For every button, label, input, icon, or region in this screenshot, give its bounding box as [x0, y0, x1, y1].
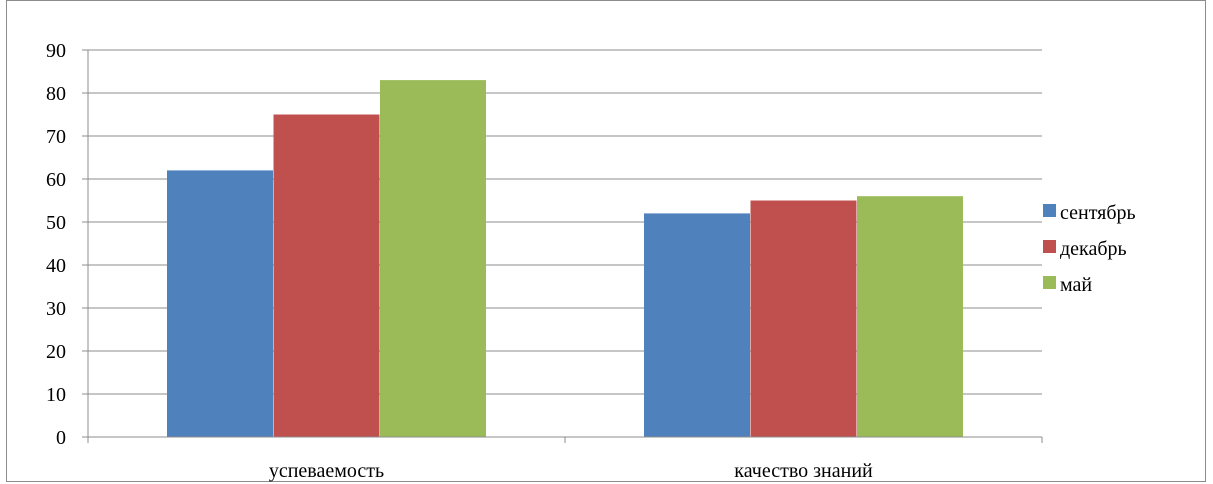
y-tick-label: 20	[46, 341, 66, 363]
bar	[380, 80, 486, 437]
y-tick-label: 90	[46, 40, 66, 62]
bars	[167, 80, 963, 437]
y-tick-label: 10	[46, 384, 66, 406]
legend-label: декабрь	[1060, 238, 1127, 260]
x-category-label: успеваемость	[269, 460, 384, 482]
bar	[750, 200, 857, 437]
bar	[644, 213, 750, 437]
bar	[857, 196, 963, 437]
axes: 0 10 20 30 40 50 60 70 80 90 успеваемость качество …	[46, 40, 1043, 482]
legend-swatch	[1043, 276, 1056, 289]
y-tick-label: 50	[46, 212, 66, 234]
legend-swatch	[1043, 204, 1056, 217]
y-tick-label: 70	[46, 126, 66, 148]
legend-label: сентябрь	[1060, 202, 1136, 224]
x-category-label: качество знаний	[734, 460, 873, 482]
bar	[167, 170, 273, 437]
legend-swatch	[1043, 240, 1056, 253]
legend: сентябрь декабрь май	[1043, 202, 1136, 296]
legend-label: май	[1060, 274, 1092, 296]
y-tick-label: 0	[56, 427, 66, 449]
y-tick-label: 30	[46, 298, 66, 320]
y-tick-label: 40	[46, 255, 66, 277]
bar	[273, 114, 380, 437]
y-tick-label: 60	[46, 169, 66, 191]
y-tick-label: 80	[46, 83, 66, 105]
